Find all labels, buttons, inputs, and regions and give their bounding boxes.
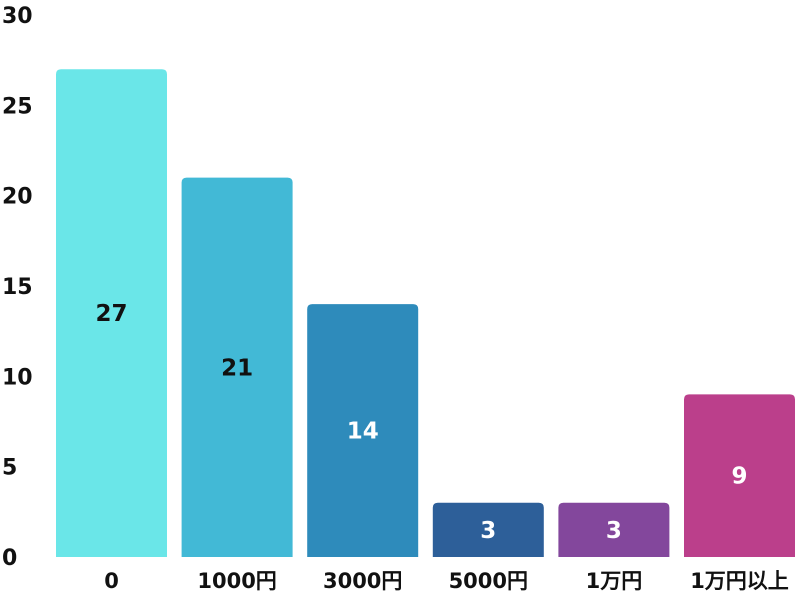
x-axis: 0 1000円 3000円 5000円 1万円 1万円以上	[104, 569, 789, 593]
x-tick-label: 1万円	[586, 569, 643, 593]
bar-data-label: 14	[347, 419, 379, 445]
y-tick-label: 15	[2, 275, 33, 300]
bar	[684, 394, 795, 557]
bar	[432, 502, 544, 557]
bar	[56, 69, 167, 557]
bar-data-label: 21	[221, 355, 253, 381]
y-tick-label: 20	[2, 185, 33, 210]
bar	[558, 502, 670, 557]
bar-data-label: 3	[606, 518, 622, 544]
y-tick-label: 5	[2, 456, 17, 481]
y-tick-label: 25	[2, 94, 33, 119]
y-tick-label: 0	[2, 546, 17, 571]
x-tick-label: 5000円	[449, 569, 528, 593]
y-tick-label: 30	[2, 4, 33, 29]
x-tick-label: 1000円	[197, 569, 276, 593]
bar	[307, 304, 419, 557]
bar	[181, 177, 293, 557]
bar-data-label: 3	[480, 518, 496, 544]
x-tick-label: 0	[104, 569, 119, 593]
y-tick-label: 10	[2, 365, 33, 390]
y-axis: 0 5 10 15 20 25 30	[2, 4, 33, 571]
x-tick-label: 1万円以上	[690, 569, 789, 593]
x-tick-label: 3000円	[323, 569, 402, 593]
bar-data-label: 9	[731, 464, 747, 490]
bars	[56, 69, 795, 557]
bar-data-labels: 27 21 14 3 3 9	[95, 301, 747, 544]
bar-data-label: 27	[95, 301, 127, 327]
